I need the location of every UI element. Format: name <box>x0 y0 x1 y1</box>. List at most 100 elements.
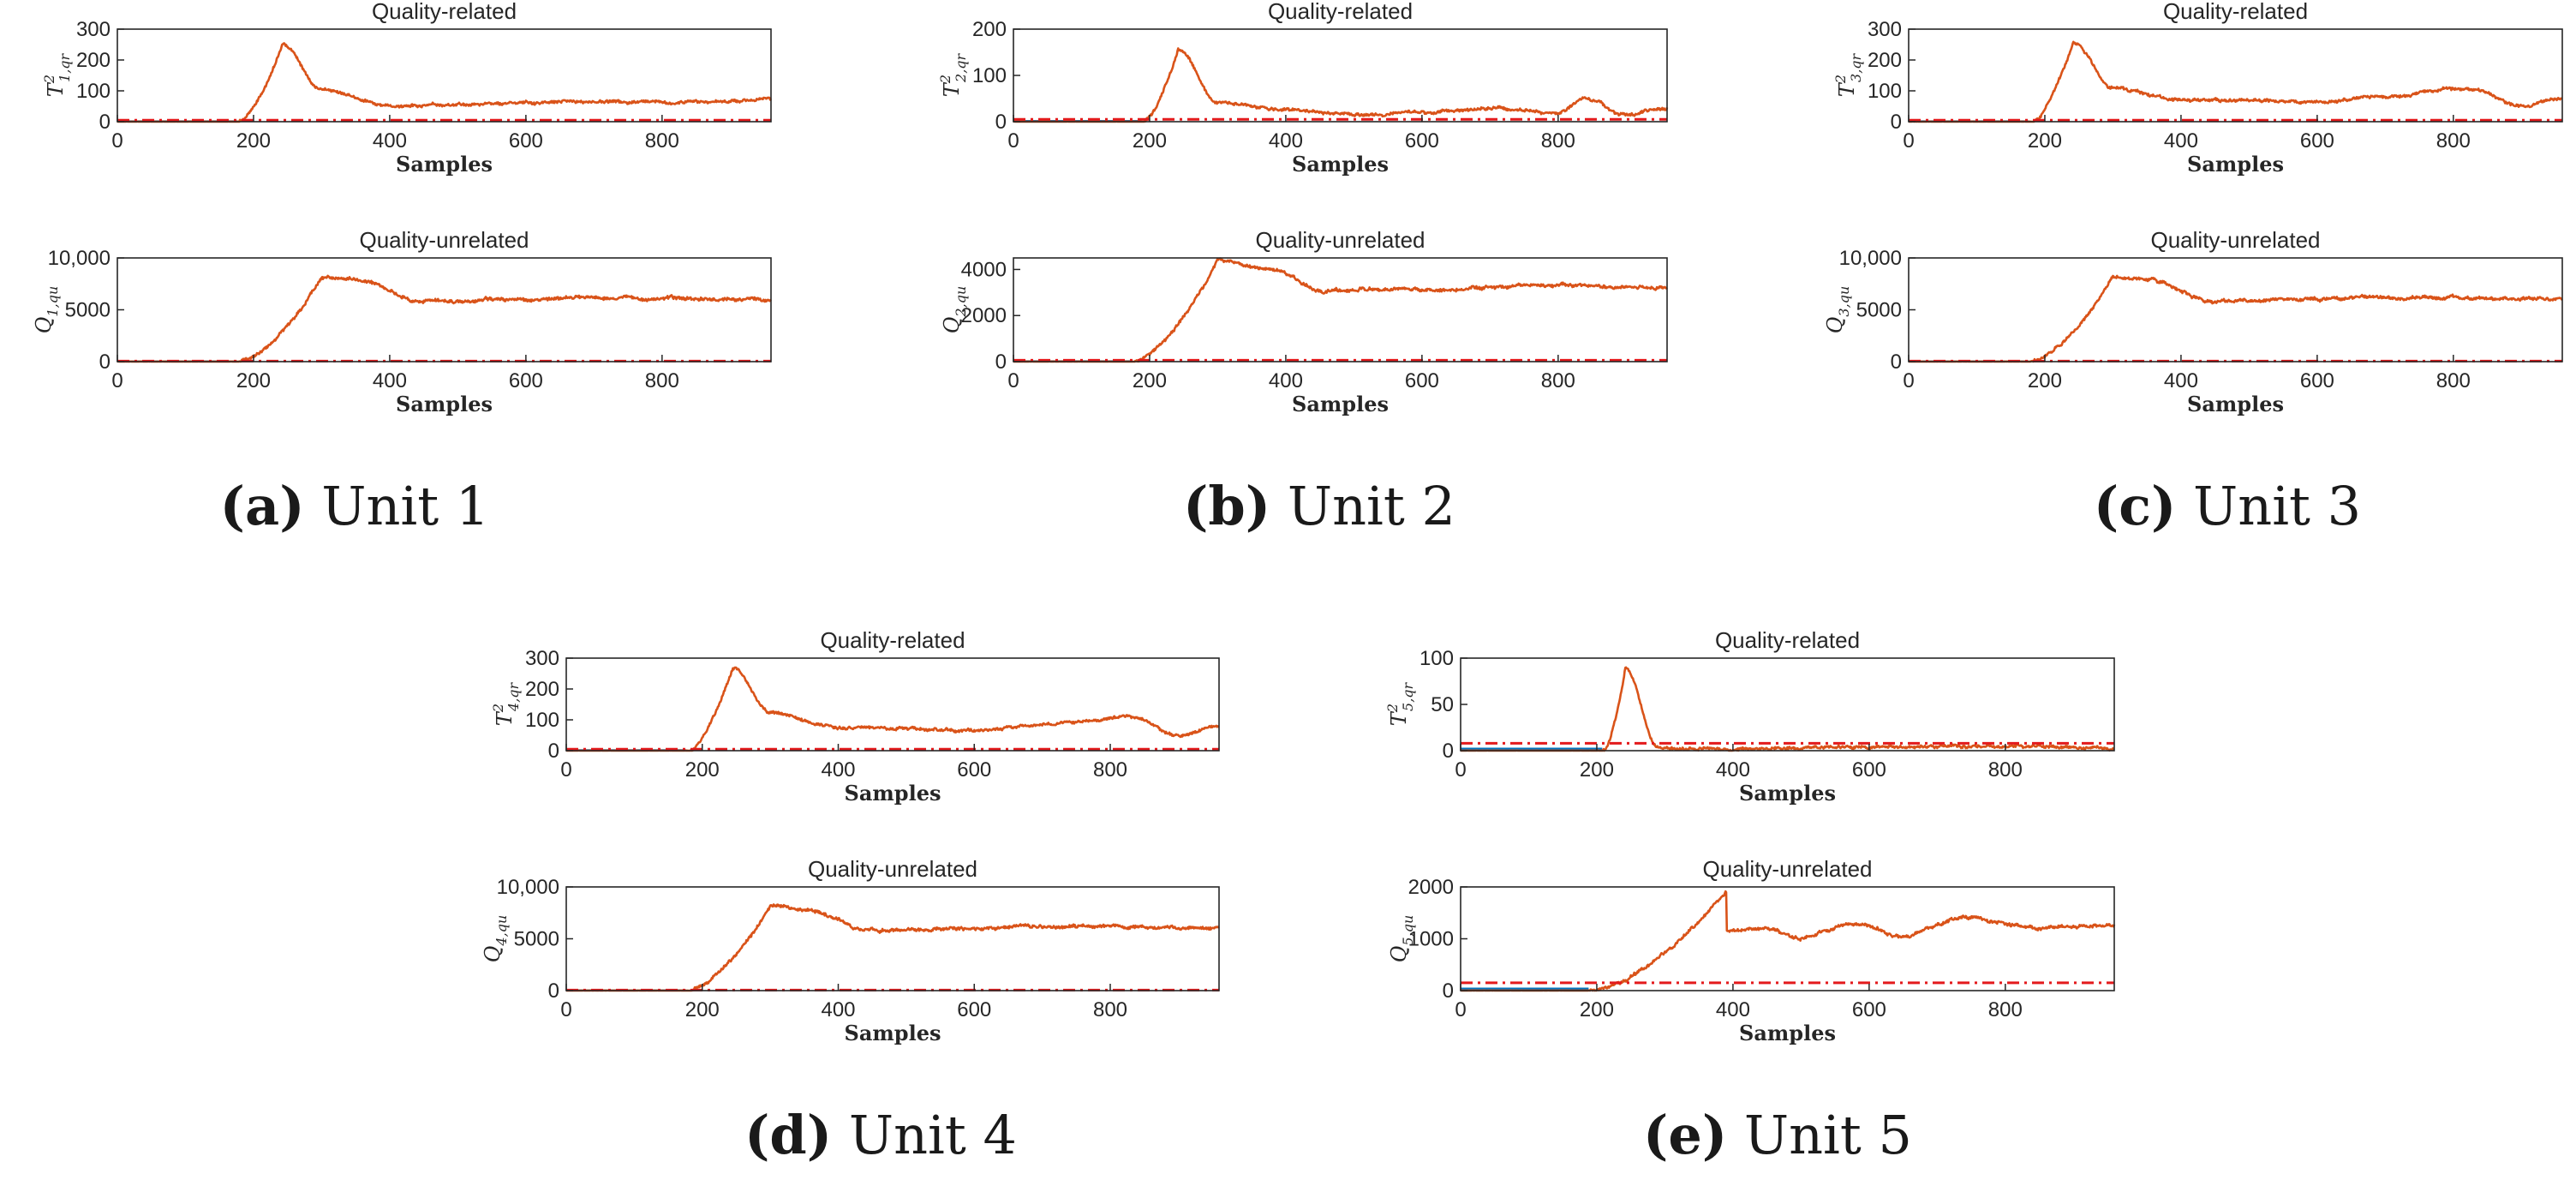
axes-frame <box>565 886 1220 991</box>
axes-frame <box>1908 28 2563 123</box>
x-tick-label: 0 <box>560 998 571 1021</box>
subplot-e-qu: Quality-unrelated 0 200 400 600 800 0 1000 2000 S… <box>1387 856 2116 1045</box>
y-tick-label: 0 <box>99 350 111 374</box>
x-tick-label: 400 <box>2164 369 2198 392</box>
y-axis-symbol: T <box>44 81 68 97</box>
x-axis-label: Samples <box>1292 152 1389 177</box>
x-tick-label: 800 <box>1541 369 1575 392</box>
y-tick-label: 100 <box>1419 647 1454 670</box>
y-tick-label: 200 <box>972 18 1007 41</box>
statistic-series-line <box>1013 47 1669 123</box>
x-tick-label: 800 <box>1988 758 2023 782</box>
subplot-title: Quality-related <box>2163 0 2308 24</box>
x-tick-label: 600 <box>1405 129 1439 153</box>
caption-e: (e) Unit 5 <box>1643 1104 1912 1166</box>
subplot-title: Quality-unrelated <box>1256 227 1425 253</box>
x-tick-label: 600 <box>1852 758 1886 782</box>
y-tick-label: 5000 <box>65 299 111 322</box>
subplot-c-qr: Quality-related 0 200 400 600 800 0 100 200 300 Sa… <box>1832 0 2563 177</box>
y-tick-label: 10,000 <box>48 247 111 270</box>
x-tick-label: 600 <box>1852 998 1886 1021</box>
x-tick-label: 800 <box>2436 369 2471 392</box>
x-tick-label: 600 <box>509 369 543 392</box>
caption-a: (a) Unit 1 <box>220 475 490 537</box>
y-tick-label: 0 <box>548 979 559 1003</box>
x-tick-label: 200 <box>2028 129 2062 153</box>
axes-frame <box>1013 257 1668 362</box>
x-tick-label: 400 <box>1269 129 1303 153</box>
subplot-title: Quality-related <box>1268 0 1413 24</box>
y-tick-label: 200 <box>525 678 559 701</box>
subplot-d-qu: Quality-unrelated 0 200 400 600 800 0 5000 10,00… <box>481 856 1220 1045</box>
y-axis-label: Q4,qu <box>481 915 510 963</box>
y-axis-subscript: 2,qu <box>953 286 969 318</box>
subplot-title: Quality-unrelated <box>360 227 529 253</box>
y-axis-subscript: 3,qu <box>1836 286 1852 317</box>
x-tick-label: 200 <box>236 129 271 153</box>
caption-d: (d) Unit 4 <box>744 1104 1017 1166</box>
subplot-title: Quality-related <box>1715 627 1860 653</box>
x-tick-label: 400 <box>373 369 407 392</box>
x-tick-label: 200 <box>1133 369 1167 392</box>
x-tick-label: 400 <box>821 998 855 1021</box>
y-axis-superscript: 2 <box>41 75 57 84</box>
x-tick-label: 0 <box>111 369 123 392</box>
statistic-series-line <box>1460 890 2116 992</box>
x-axis-label: Samples <box>396 152 493 177</box>
subplot-title: Quality-related <box>820 627 965 653</box>
axes-frame <box>1908 257 2563 362</box>
y-axis-symbol: Q <box>32 317 56 334</box>
caption-b: (b) Unit 2 <box>1183 475 1455 537</box>
x-tick-label: 0 <box>1007 369 1019 392</box>
statistic-series-line <box>117 274 772 363</box>
statistic-series-line <box>1460 666 2115 752</box>
x-axis-label: Samples <box>2187 392 2284 416</box>
y-tick-label: 4000 <box>961 258 1007 281</box>
statistic-series-line <box>117 42 773 123</box>
y-axis-subscript: 2,qr <box>953 52 969 83</box>
y-axis-subscript: 1,qu <box>45 286 61 317</box>
y-tick-label: 100 <box>525 709 559 732</box>
y-axis-superscript: 2 <box>937 75 953 84</box>
y-tick-label: 2000 <box>961 304 1007 327</box>
x-axis-label: Samples <box>1292 392 1389 416</box>
axes-frame <box>117 257 772 362</box>
x-tick-label: 400 <box>373 129 407 153</box>
x-tick-label: 400 <box>821 758 855 782</box>
x-tick-label: 400 <box>1716 758 1750 782</box>
y-tick-label: 0 <box>1443 740 1454 763</box>
y-tick-label: 5000 <box>514 928 559 951</box>
statistic-series-line <box>1013 257 1668 363</box>
x-tick-label: 600 <box>957 998 991 1021</box>
axes-frame <box>1460 886 2115 991</box>
subplot-d-qr: Quality-related 0 200 400 600 800 0 100 200 300 Sa… <box>490 627 1220 806</box>
axes-frame <box>565 657 1220 752</box>
y-tick-label: 0 <box>1443 979 1454 1003</box>
x-tick-label: 200 <box>1133 129 1167 153</box>
axes-frame <box>1460 657 2115 752</box>
x-axis-label: Samples <box>1739 1021 1836 1045</box>
y-tick-label: 100 <box>76 80 111 103</box>
subplot-title: Quality-unrelated <box>2151 227 2321 253</box>
y-axis-symbol: T <box>940 81 964 97</box>
x-axis-label: Samples <box>1739 781 1836 806</box>
y-axis-subscript: 5,qu <box>1400 915 1416 946</box>
x-tick-label: 0 <box>111 129 123 153</box>
y-tick-label: 5000 <box>1856 299 1902 322</box>
x-tick-label: 200 <box>2028 369 2062 392</box>
y-axis-label: T25,qr <box>1384 681 1416 726</box>
subplot-a-qu: Quality-unrelated 0 200 400 600 800 0 5000 10,00… <box>32 227 772 416</box>
y-tick-label: 100 <box>1868 80 1902 103</box>
subplot-title: Quality-unrelated <box>1703 856 1873 882</box>
y-axis-symbol: Q <box>1823 317 1847 334</box>
y-tick-label: 0 <box>995 350 1007 374</box>
y-axis-label: T23,qr <box>1832 52 1864 97</box>
y-axis-label: Q1,qu <box>32 286 61 334</box>
y-tick-label: 0 <box>1891 350 1902 374</box>
x-axis-label: Samples <box>396 392 493 416</box>
y-axis-label: Q3,qu <box>1823 286 1852 334</box>
y-axis-label: T22,qr <box>937 52 969 97</box>
y-axis-symbol: Q <box>940 317 964 334</box>
x-tick-label: 800 <box>645 369 679 392</box>
